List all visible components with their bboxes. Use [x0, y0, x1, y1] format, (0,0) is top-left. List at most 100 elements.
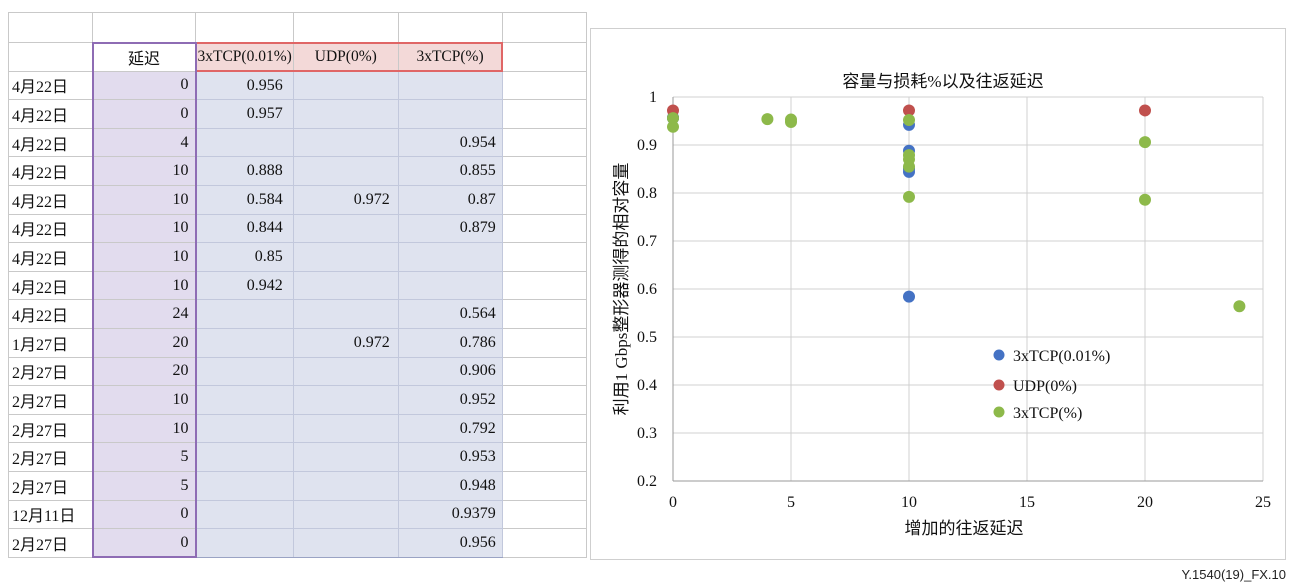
sheet-cell[interactable]: 1月27日	[8, 327, 93, 358]
sheet-cell[interactable]: 2月27日	[8, 356, 93, 387]
sheet-cell[interactable]	[292, 270, 399, 301]
sheet-cell[interactable]	[195, 413, 294, 444]
sheet-cell[interactable]: 20	[91, 356, 197, 387]
sheet-cell[interactable]: 20	[91, 327, 197, 358]
sheet-cell[interactable]	[292, 127, 399, 158]
sheet-cell[interactable]: 0.972	[292, 184, 399, 215]
sheet-cell[interactable]: 2月27日	[8, 413, 93, 444]
sheet-cell[interactable]: 0	[91, 70, 197, 101]
sheet-cell[interactable]: 4月22日	[8, 242, 93, 272]
sheet-cell[interactable]: 0.954	[397, 127, 503, 158]
sheet-cell[interactable]: 0.855	[397, 156, 503, 186]
sheet-cell[interactable]: 0.9379	[397, 499, 503, 530]
sheet-cell[interactable]	[501, 270, 587, 301]
sheet-cell[interactable]	[501, 385, 587, 415]
sheet-cell[interactable]: 4月22日	[8, 270, 93, 301]
sheet-cell[interactable]	[501, 242, 587, 272]
sheet-cell[interactable]	[501, 213, 587, 244]
sheet-cell[interactable]	[195, 528, 294, 558]
sheet-cell[interactable]	[292, 213, 399, 244]
sheet-header-cell[interactable]: 延迟	[91, 41, 197, 72]
sheet-cell[interactable]	[292, 70, 399, 101]
sheet-cell[interactable]: 0	[91, 528, 197, 559]
sheet-cell[interactable]	[292, 413, 399, 444]
sheet-cell[interactable]	[501, 470, 587, 501]
sheet-cell[interactable]: 4月22日	[8, 184, 93, 215]
sheet-cell[interactable]	[292, 356, 399, 387]
sheet-cell[interactable]	[195, 327, 294, 358]
sheet-header-cell[interactable]: 3xTCP(%)	[397, 41, 504, 73]
sheet-cell[interactable]: 24	[91, 299, 197, 329]
sheet-cell[interactable]: 4月22日	[8, 127, 93, 158]
sheet-cell[interactable]: 0.564	[397, 299, 503, 329]
sheet-cell[interactable]	[292, 499, 399, 530]
sheet-cell[interactable]	[292, 470, 399, 501]
sheet-cell[interactable]	[501, 99, 587, 129]
sheet-cell[interactable]: 10	[91, 385, 197, 415]
sheet-cell[interactable]	[92, 12, 196, 43]
sheet-cell[interactable]	[501, 42, 587, 72]
sheet-cell[interactable]: 0.879	[397, 213, 503, 244]
sheet-cell[interactable]	[397, 242, 503, 272]
sheet-cell[interactable]: 0	[91, 99, 197, 129]
sheet-cell[interactable]	[195, 499, 294, 530]
sheet-header-cell[interactable]: 3xTCP(0.01%)	[194, 41, 294, 73]
sheet-cell[interactable]: 4月22日	[8, 299, 93, 329]
sheet-cell[interactable]: 10	[91, 156, 197, 186]
sheet-cell[interactable]	[292, 299, 399, 329]
sheet-cell[interactable]: 0.888	[195, 156, 294, 186]
sheet-cell[interactable]	[501, 499, 587, 530]
sheet-cell[interactable]	[8, 12, 93, 43]
sheet-cell[interactable]	[195, 299, 294, 329]
sheet-cell[interactable]: 4月22日	[8, 99, 93, 129]
sheet-cell[interactable]: 2月27日	[8, 385, 93, 415]
sheet-cell[interactable]	[501, 299, 587, 329]
sheet-cell[interactable]	[501, 12, 587, 43]
sheet-header-cell[interactable]: UDP(0%)	[292, 41, 399, 73]
sheet-cell[interactable]: 4月22日	[8, 156, 93, 186]
sheet-cell[interactable]: 0.85	[195, 242, 294, 272]
sheet-cell[interactable]	[397, 270, 503, 301]
sheet-cell[interactable]: 0.844	[195, 213, 294, 244]
sheet-cell[interactable]: 5	[91, 470, 197, 501]
sheet-cell[interactable]: 10	[91, 242, 197, 272]
sheet-cell[interactable]: 12月11日	[8, 499, 93, 530]
sheet-cell[interactable]: 0.956	[195, 70, 294, 101]
sheet-cell[interactable]: 0.942	[195, 270, 294, 301]
sheet-cell[interactable]: 0.87	[397, 184, 503, 215]
sheet-cell[interactable]	[501, 70, 587, 101]
sheet-cell[interactable]: 0.957	[195, 99, 294, 129]
sheet-cell[interactable]	[195, 470, 294, 501]
sheet-cell[interactable]: 4月22日	[8, 213, 93, 244]
sheet-cell[interactable]	[501, 127, 587, 158]
sheet-header-cell[interactable]	[8, 42, 93, 72]
sheet-cell[interactable]: 0.792	[397, 413, 503, 444]
sheet-cell[interactable]	[501, 356, 587, 387]
sheet-cell[interactable]: 4月22日	[8, 70, 93, 101]
sheet-cell[interactable]: 2月27日	[8, 442, 93, 472]
sheet-cell[interactable]	[501, 413, 587, 444]
sheet-cell[interactable]	[501, 156, 587, 186]
sheet-cell[interactable]: 0.584	[195, 184, 294, 215]
sheet-cell[interactable]	[397, 12, 503, 43]
sheet-cell[interactable]: 10	[91, 184, 197, 215]
sheet-cell[interactable]: 10	[91, 413, 197, 444]
sheet-cell[interactable]	[195, 12, 294, 43]
sheet-cell[interactable]: 4	[91, 127, 197, 158]
sheet-cell[interactable]	[195, 385, 294, 415]
sheet-cell[interactable]: 0.948	[397, 470, 503, 501]
sheet-cell[interactable]: 0.953	[397, 442, 503, 472]
sheet-cell[interactable]	[292, 242, 399, 272]
sheet-cell[interactable]	[397, 99, 503, 129]
sheet-cell[interactable]	[292, 442, 399, 472]
sheet-cell[interactable]	[292, 156, 399, 186]
sheet-cell[interactable]: 0	[91, 499, 197, 530]
sheet-cell[interactable]: 5	[91, 442, 197, 472]
sheet-cell[interactable]: 0.786	[397, 327, 503, 358]
sheet-cell[interactable]: 0.956	[397, 528, 503, 558]
sheet-cell[interactable]	[501, 528, 587, 558]
sheet-cell[interactable]	[195, 127, 294, 158]
sheet-cell[interactable]: 10	[91, 213, 197, 244]
sheet-cell[interactable]	[501, 184, 587, 215]
sheet-cell[interactable]: 2月27日	[8, 528, 93, 558]
